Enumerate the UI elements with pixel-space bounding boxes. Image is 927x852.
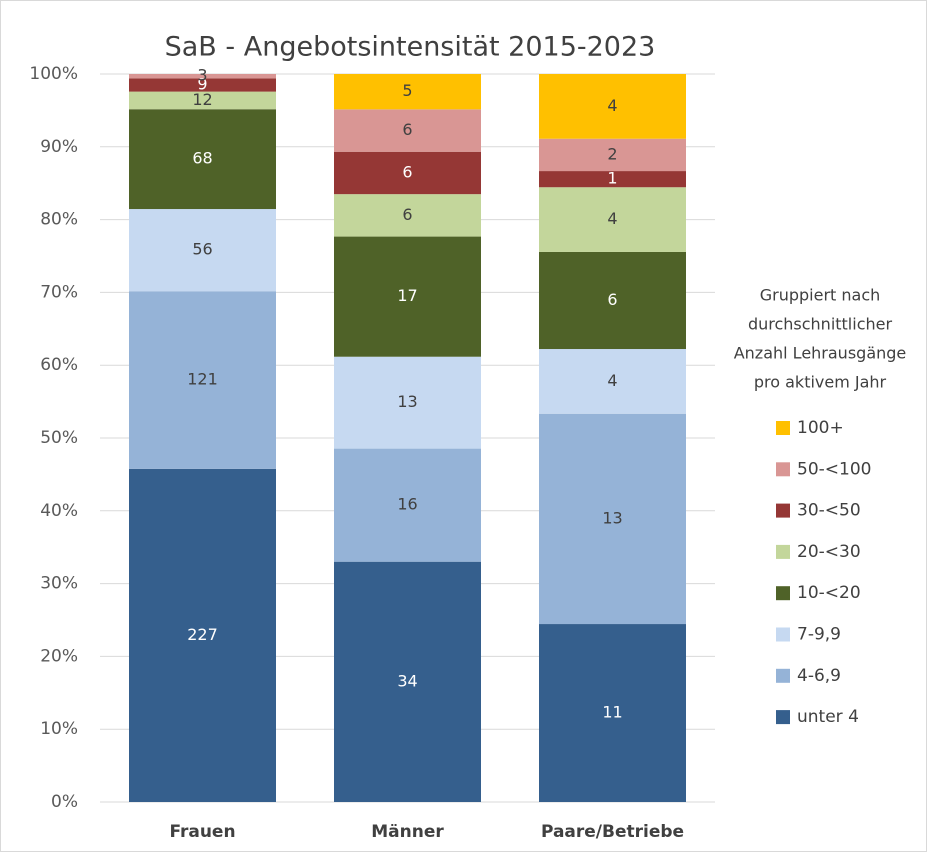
data-label: 6 bbox=[402, 205, 412, 224]
data-label: 2 bbox=[607, 144, 617, 163]
x-tick-label: Männer bbox=[371, 822, 444, 842]
bar-segment bbox=[539, 349, 686, 414]
data-label: 17 bbox=[397, 286, 417, 305]
bar-segment bbox=[539, 187, 686, 252]
data-label: 56 bbox=[192, 240, 212, 259]
bar-segment bbox=[129, 209, 276, 292]
data-label: 12 bbox=[192, 90, 212, 109]
bar-segment bbox=[129, 468, 276, 802]
bar-segment bbox=[334, 356, 481, 449]
legend-swatch bbox=[776, 544, 790, 559]
y-tick-label: 50% bbox=[40, 428, 78, 448]
y-tick-label: 60% bbox=[40, 355, 78, 375]
data-label: 4 bbox=[607, 371, 617, 390]
legend-title: Anzahl Lehrausgänge bbox=[734, 344, 907, 363]
legend-swatch bbox=[776, 710, 790, 725]
legend-title: pro aktivem Jahr bbox=[754, 373, 887, 392]
bar-segment bbox=[129, 74, 276, 79]
data-label: 3 bbox=[197, 66, 207, 85]
y-tick-label: 30% bbox=[40, 574, 78, 594]
legend-label: 4-6,9 bbox=[797, 666, 841, 686]
legend-swatch bbox=[776, 586, 790, 601]
bar-segment bbox=[334, 236, 481, 357]
bar-segment bbox=[334, 109, 481, 152]
bar-segment bbox=[334, 561, 481, 802]
legend-swatch bbox=[776, 462, 790, 477]
bar-segment bbox=[129, 109, 276, 210]
legend-title: Gruppiert nach bbox=[760, 286, 881, 305]
legend-label: 30-<50 bbox=[797, 501, 861, 521]
legend-label: 100+ bbox=[797, 418, 844, 438]
data-label: 121 bbox=[187, 370, 218, 389]
data-label: 11 bbox=[602, 703, 622, 722]
data-label: 68 bbox=[192, 149, 212, 168]
y-tick-label: 90% bbox=[40, 137, 78, 157]
chart-title: SaB - Angebotsintensität 2015-2023 bbox=[165, 32, 656, 63]
bar-segment bbox=[539, 251, 686, 350]
bar-segment bbox=[539, 138, 686, 172]
data-label: 9 bbox=[197, 75, 207, 94]
x-tick-label: Paare/Betriebe bbox=[541, 822, 684, 842]
x-tick-label: Frauen bbox=[169, 822, 235, 842]
y-tick-label: 70% bbox=[40, 282, 78, 302]
data-label: 13 bbox=[397, 392, 417, 411]
data-label: 6 bbox=[402, 120, 412, 139]
bar-segment bbox=[129, 91, 276, 110]
data-label: 5 bbox=[402, 81, 412, 100]
data-label: 6 bbox=[402, 162, 412, 181]
legend-swatch bbox=[776, 668, 790, 683]
bar-segment bbox=[539, 74, 686, 139]
y-tick-label: 40% bbox=[40, 501, 78, 521]
data-label: 16 bbox=[397, 495, 417, 514]
bar-segment bbox=[334, 151, 481, 195]
legend-title: durchschnittlicher bbox=[748, 315, 893, 334]
data-label: 4 bbox=[607, 209, 617, 228]
y-tick-label: 10% bbox=[40, 719, 78, 739]
data-label: 6 bbox=[607, 290, 617, 309]
y-tick-label: 0% bbox=[51, 792, 78, 812]
data-label: 34 bbox=[397, 671, 417, 690]
legend-swatch bbox=[776, 503, 790, 518]
bar-segment bbox=[334, 74, 481, 110]
legend-swatch bbox=[776, 421, 790, 435]
legend-label: 50-<100 bbox=[797, 459, 871, 479]
bar-segment bbox=[539, 171, 686, 188]
y-tick-label: 80% bbox=[40, 210, 78, 230]
legend-label: 10-<20 bbox=[797, 583, 861, 603]
bar-segment bbox=[539, 624, 686, 802]
legend-label: unter 4 bbox=[797, 707, 859, 727]
data-label: 227 bbox=[187, 625, 218, 644]
legend-label: 7-9,9 bbox=[797, 625, 841, 645]
y-tick-label: 20% bbox=[40, 646, 78, 666]
data-label: 4 bbox=[607, 96, 617, 115]
legend-swatch bbox=[776, 627, 790, 642]
bar-segment bbox=[539, 413, 686, 625]
bar-segment bbox=[334, 448, 481, 562]
bar-segment bbox=[129, 78, 276, 92]
data-label: 13 bbox=[602, 508, 622, 527]
legend-label: 20-<30 bbox=[797, 542, 861, 562]
bar-segment bbox=[334, 194, 481, 237]
bar-segment bbox=[129, 291, 276, 469]
y-tick-label: 100% bbox=[29, 64, 78, 84]
data-label: 1 bbox=[607, 169, 617, 188]
